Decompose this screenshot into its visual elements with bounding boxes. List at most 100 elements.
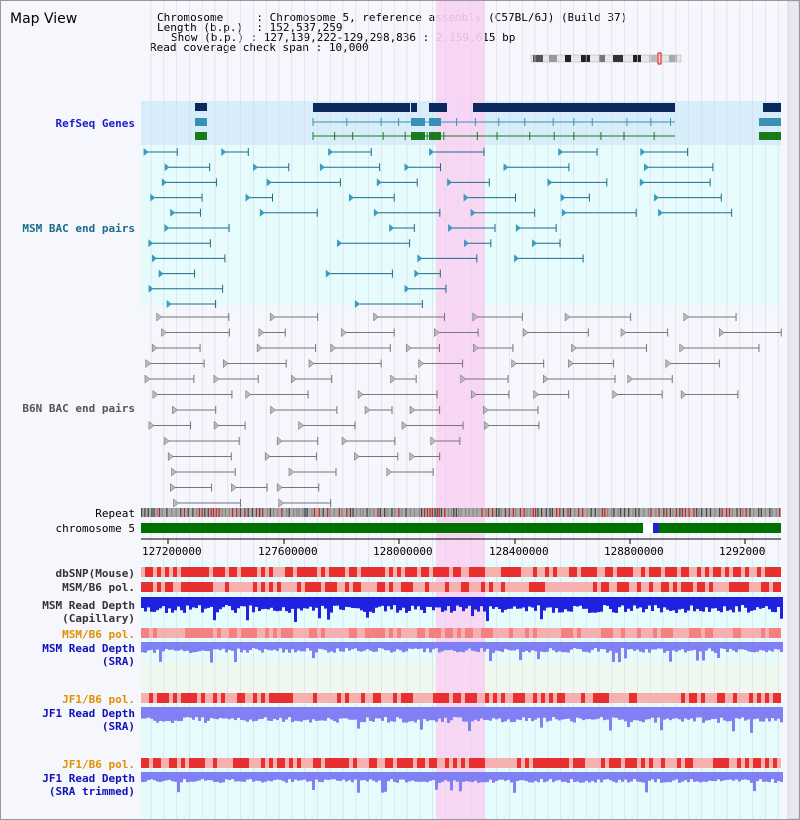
pol-cell bbox=[465, 758, 469, 768]
depth-bar bbox=[627, 642, 630, 650]
gene-block bbox=[763, 103, 781, 112]
depth-bar bbox=[744, 707, 747, 721]
dbsnp-cell bbox=[685, 567, 689, 577]
pol-cell bbox=[693, 758, 697, 768]
pol-cell bbox=[665, 582, 669, 592]
track-label-b6n-bac[interactable]: B6N BAC end pairs bbox=[22, 402, 135, 415]
depth-bar bbox=[588, 642, 591, 653]
pol-cell bbox=[593, 582, 597, 592]
repeat-mark bbox=[247, 508, 249, 517]
dbsnp-cell bbox=[693, 567, 697, 577]
dbsnp-cell bbox=[749, 567, 753, 577]
dbsnp-cell bbox=[393, 567, 397, 577]
pol-cell bbox=[625, 693, 629, 703]
repeat-mark bbox=[464, 508, 467, 517]
pol-cell bbox=[609, 582, 613, 592]
bac-end bbox=[683, 312, 690, 322]
pol-cell bbox=[345, 628, 349, 638]
depth-bar bbox=[645, 642, 648, 649]
pol-cell bbox=[677, 582, 681, 592]
pol-cell bbox=[269, 693, 273, 703]
pol-cell bbox=[673, 693, 677, 703]
repeat-mark bbox=[429, 508, 431, 517]
pol-cell bbox=[749, 758, 753, 768]
dbsnp-cell bbox=[673, 567, 677, 577]
pol-cell bbox=[721, 628, 725, 638]
depth-bar bbox=[303, 597, 306, 609]
depth-bar bbox=[378, 597, 381, 607]
depth-bar bbox=[561, 707, 564, 720]
depth-bar bbox=[237, 642, 240, 649]
pol-cell bbox=[737, 582, 741, 592]
pol-cell bbox=[749, 628, 753, 638]
dbsnp-cell bbox=[549, 567, 553, 577]
depth-bar bbox=[486, 772, 489, 783]
depth-bar bbox=[459, 597, 462, 608]
bac-end bbox=[337, 239, 343, 248]
repeat-mark bbox=[549, 508, 551, 517]
repeat-mark bbox=[693, 508, 695, 517]
gene-block bbox=[473, 103, 675, 112]
repeat-mark bbox=[753, 508, 755, 517]
depth-bar bbox=[531, 642, 534, 651]
pol-cell bbox=[265, 628, 269, 638]
chromosome-ideogram[interactable] bbox=[529, 52, 685, 66]
depth-bar bbox=[336, 597, 339, 606]
repeat-mark bbox=[739, 508, 742, 517]
depth-bar bbox=[279, 707, 282, 718]
pol-cell bbox=[365, 758, 369, 768]
depth-bar bbox=[192, 707, 195, 720]
depth-bar bbox=[471, 772, 474, 783]
pol-cell bbox=[221, 582, 225, 592]
depth-bar bbox=[759, 642, 762, 651]
bac-end bbox=[409, 451, 416, 462]
pol-cell bbox=[701, 628, 705, 638]
depth-bar bbox=[321, 597, 324, 606]
track-label-msm-bac[interactable]: MSM BAC end pairs bbox=[22, 222, 135, 235]
track-label-refseq[interactable]: RefSeq Genes bbox=[55, 117, 135, 130]
dbsnp-cell bbox=[701, 567, 705, 577]
pol-cell bbox=[261, 582, 265, 592]
pol-cell bbox=[153, 628, 157, 638]
pol-cell bbox=[261, 693, 265, 703]
pol-cell bbox=[245, 582, 249, 592]
pol-cell bbox=[577, 628, 581, 638]
pol-cell bbox=[517, 693, 521, 703]
repeat-mark bbox=[628, 508, 630, 517]
depth-bar bbox=[261, 707, 264, 719]
pol-cell bbox=[449, 582, 453, 592]
depth-bar bbox=[765, 707, 768, 719]
depth-bar bbox=[681, 772, 684, 782]
depth-bar bbox=[225, 642, 228, 653]
depth-bar bbox=[465, 597, 468, 609]
pol-cell bbox=[585, 582, 589, 592]
depth-bar bbox=[318, 772, 321, 782]
repeat-mark bbox=[643, 508, 645, 517]
pol-cell bbox=[141, 582, 145, 592]
pol-cell bbox=[513, 582, 517, 592]
depth-bar bbox=[354, 642, 357, 649]
repeat-mark bbox=[701, 508, 703, 517]
dbsnp-cell bbox=[665, 567, 669, 577]
depth-bar bbox=[159, 642, 162, 662]
dbsnp-cell bbox=[209, 567, 213, 577]
pol-cell bbox=[341, 693, 345, 703]
depth-bar bbox=[585, 597, 588, 609]
pol-cell bbox=[257, 628, 261, 638]
dbsnp-cell bbox=[473, 567, 477, 577]
depth-bar bbox=[690, 597, 693, 606]
depth-bar bbox=[294, 772, 297, 780]
bac-end bbox=[640, 148, 646, 156]
pol-cell bbox=[765, 758, 769, 768]
pol-cell bbox=[169, 758, 173, 768]
pol-cell bbox=[253, 758, 257, 768]
depth-bar bbox=[246, 772, 249, 780]
pol-cell bbox=[165, 693, 169, 703]
depth-bar bbox=[666, 642, 669, 651]
depth-bar bbox=[150, 642, 153, 650]
depth-bar bbox=[624, 642, 627, 659]
depth-bar bbox=[573, 772, 576, 783]
dbsnp-cell bbox=[201, 567, 205, 577]
depth-bar bbox=[150, 772, 153, 780]
